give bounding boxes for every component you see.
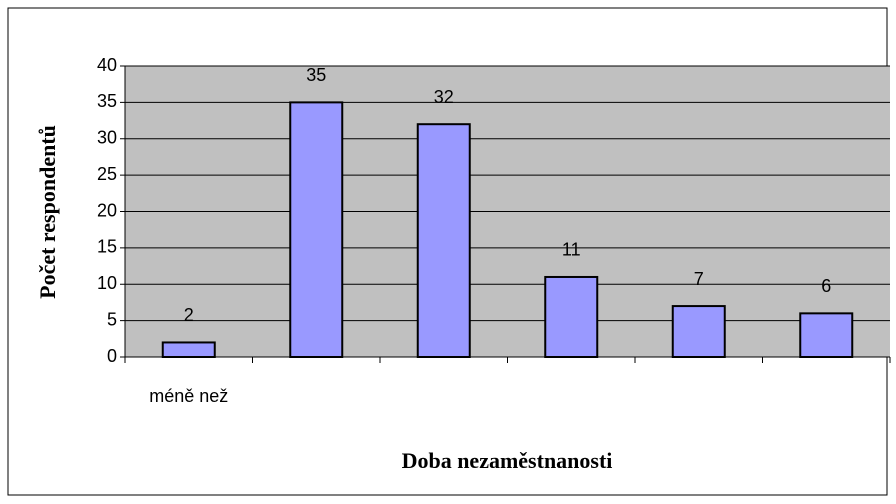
x-axis-title: Doba nezaměstnanosti (402, 448, 613, 473)
value-label: 2 (184, 305, 194, 325)
y-tick-label: 30 (97, 128, 117, 148)
y-tick-label: 20 (97, 200, 117, 220)
y-tick-label: 0 (107, 346, 117, 366)
bar (544, 275, 599, 359)
y-tick-label: 5 (107, 309, 117, 329)
value-label: 32 (434, 87, 454, 107)
value-label: 35 (306, 65, 326, 85)
value-label: 6 (821, 276, 831, 296)
bar (161, 341, 216, 359)
value-label: 11 (562, 240, 581, 260)
y-tick-label: 10 (97, 273, 117, 293)
y-tick-label: 25 (97, 164, 117, 184)
y-tick-label: 35 (97, 91, 117, 111)
y-axis-title: Počet respondentů (35, 125, 60, 299)
bar (416, 123, 471, 358)
bar (289, 101, 344, 358)
value-label: 7 (694, 269, 704, 289)
y-tick-label: 40 (97, 55, 117, 75)
y-tick-label: 15 (97, 237, 117, 257)
x-tick-label: méně než (149, 386, 228, 406)
bar (671, 305, 726, 359)
bar (799, 312, 854, 359)
